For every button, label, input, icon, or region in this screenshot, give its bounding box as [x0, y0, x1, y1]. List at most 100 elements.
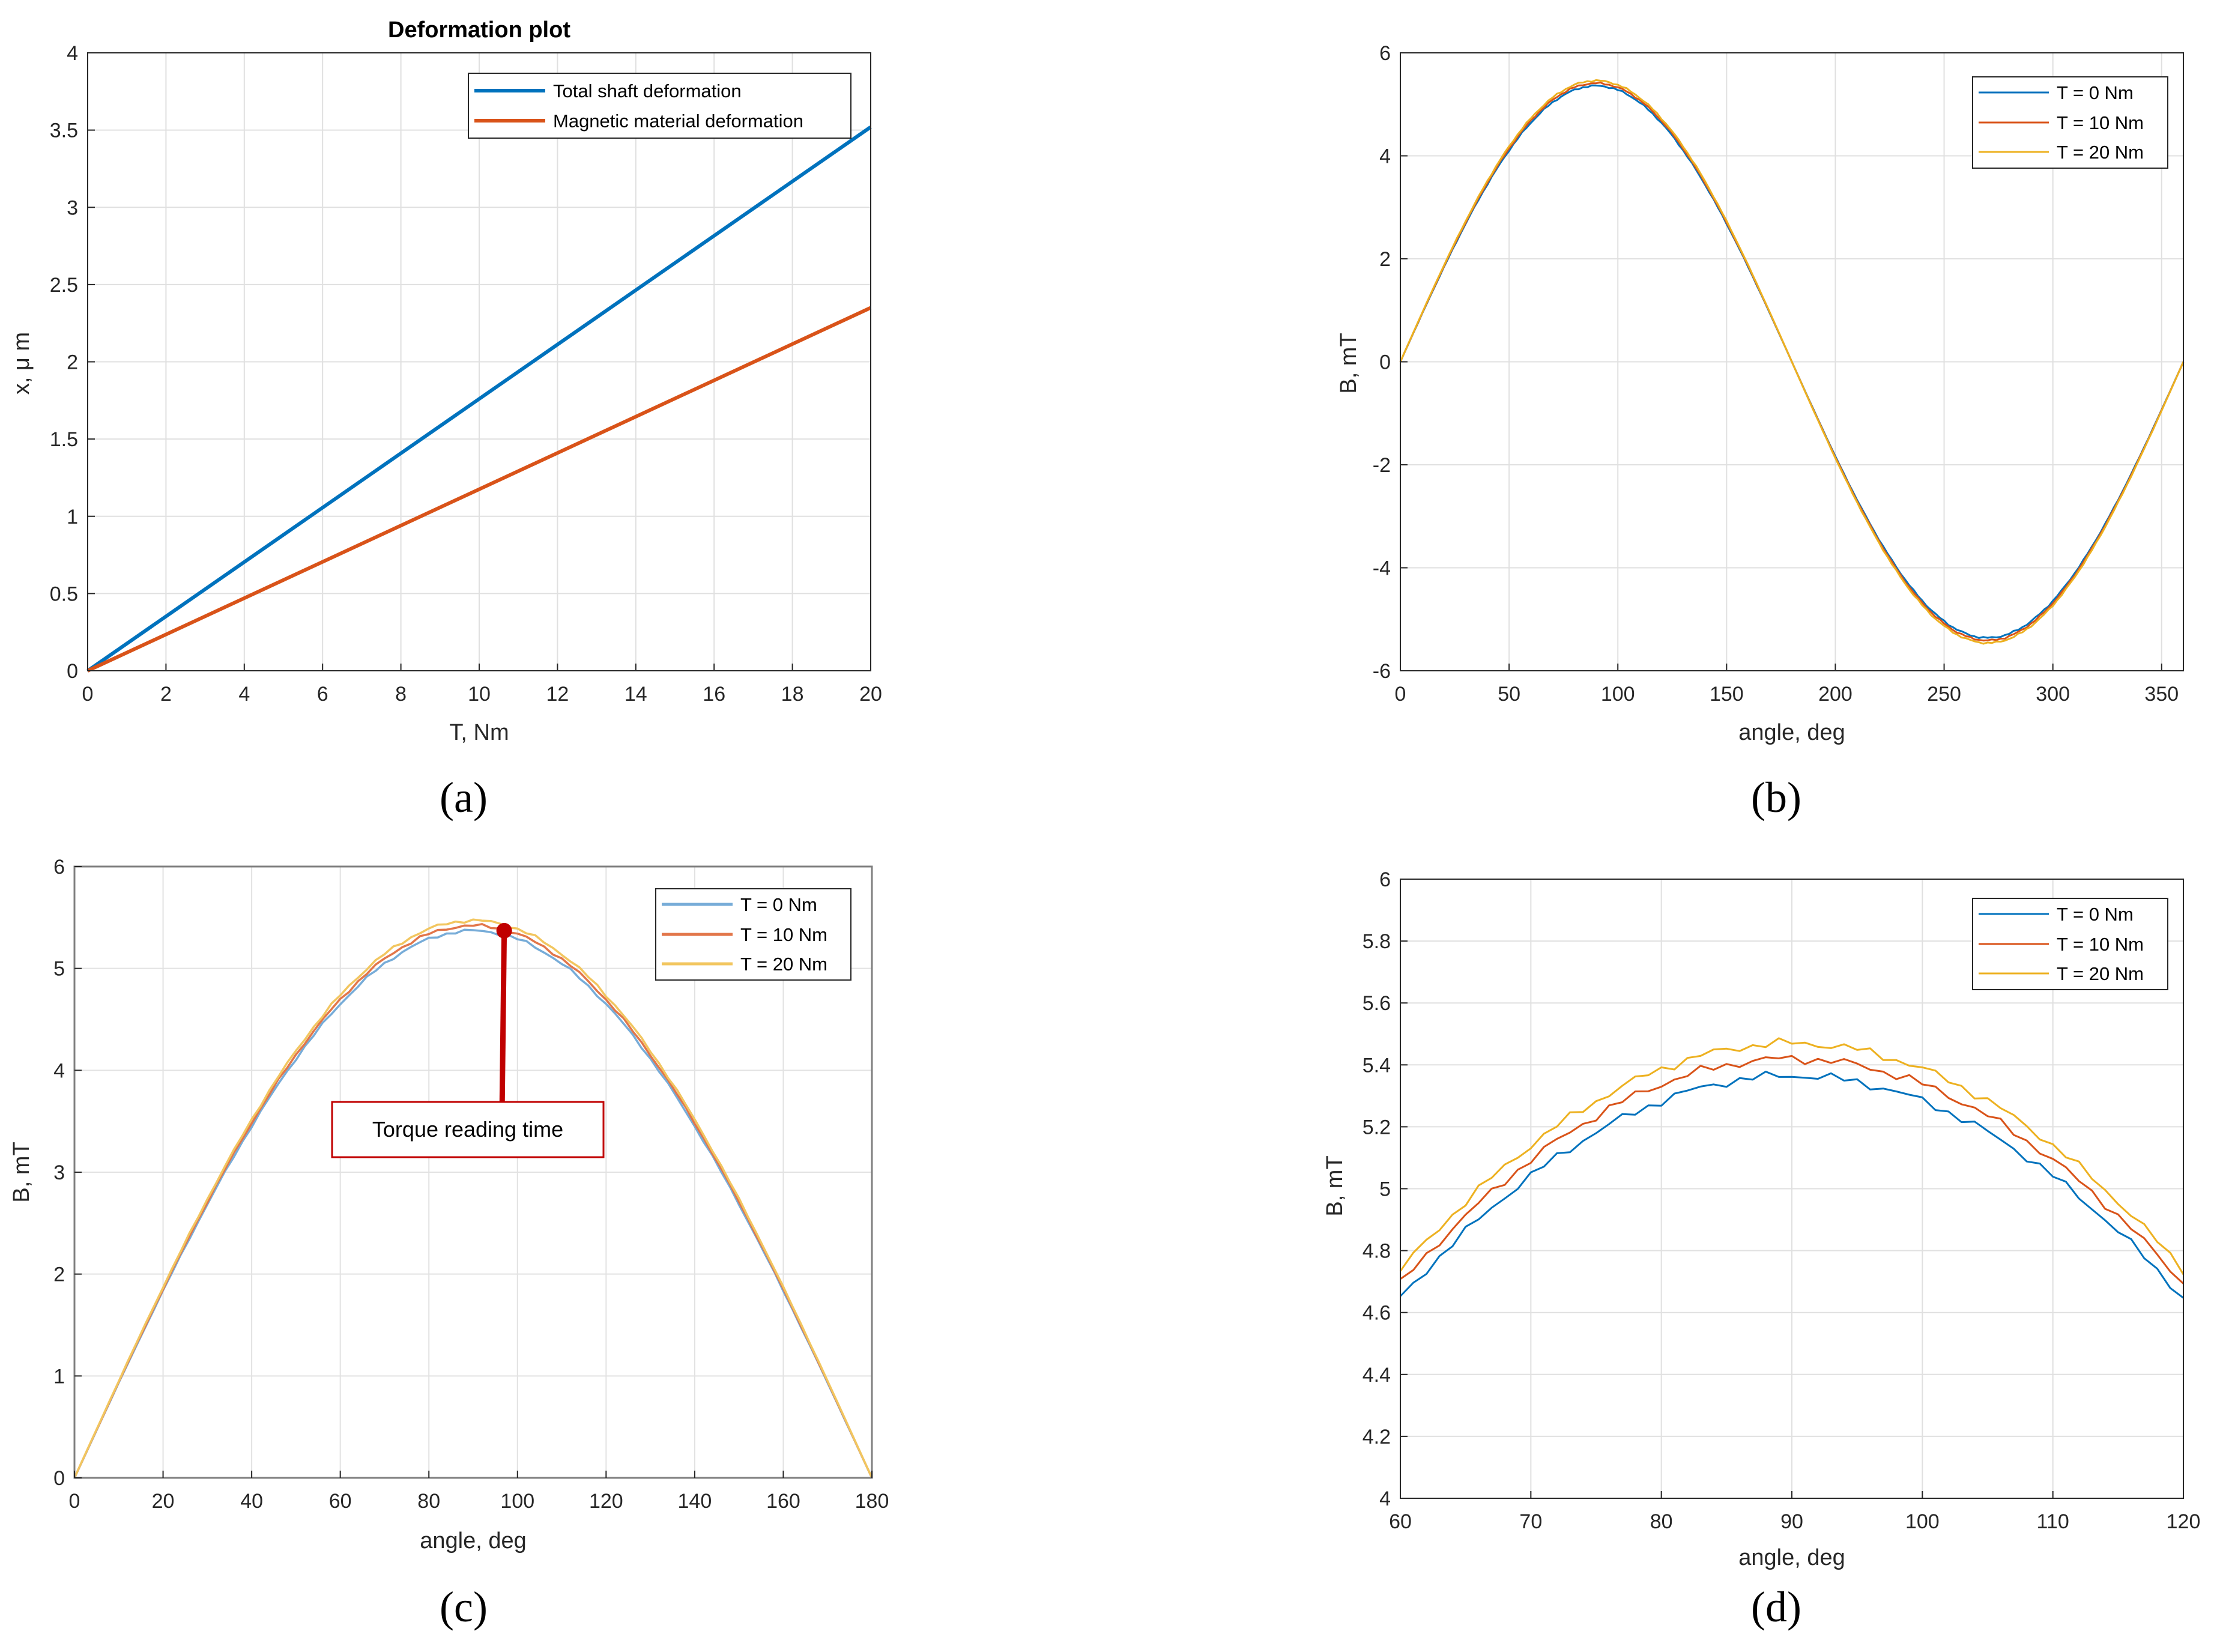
chart-c-ytick-label: 0 — [53, 1467, 65, 1490]
chart-d-ylabel: B, mT — [1322, 1155, 1347, 1216]
chart-a-xlabel: T, Nm — [449, 720, 509, 745]
panel-label-b: (b) — [1751, 773, 1801, 821]
chart-a-xtick-label: 6 — [317, 683, 328, 706]
chart-d-series-2 — [1400, 1054, 2185, 1284]
chart-c-xtick-label: 0 — [69, 1490, 80, 1513]
chart-a-series-2 — [86, 306, 872, 673]
chart-b-xtick-label: 250 — [1927, 683, 1961, 706]
chart-a-ytick-label: 4 — [67, 42, 78, 65]
chart-a-xtick-label: 16 — [703, 683, 725, 706]
chart-a-legend-label-2: Magnetic material deformation — [553, 110, 803, 132]
chart-b-xtick-label: 50 — [1498, 683, 1520, 706]
chart-d-series — [1399, 1037, 2185, 1299]
chart-b-ytick-label: -2 — [1373, 454, 1391, 477]
chart-b-xtick-label: 100 — [1601, 683, 1635, 706]
chart-c-ytick-label: 2 — [53, 1263, 65, 1286]
chart-c-annotation-box — [331, 1101, 605, 1158]
chart-a-ytick-label: 0 — [67, 660, 78, 683]
chart-d-xtick-label: 120 — [2167, 1510, 2201, 1533]
chart-a-ytick-label: 2 — [67, 351, 78, 374]
chart-a-legend-box — [468, 73, 851, 139]
chart-b-legend: T = 0 Nm T = 10 Nm T = 20 Nm — [1972, 76, 2168, 169]
chart-c-legend-label-2: T = 10 Nm — [740, 924, 827, 945]
chart-b-xtick-label: 200 — [1818, 683, 1853, 706]
chart-d-ytick-label: 5.2 — [1363, 1116, 1391, 1139]
chart-d-ytick-label: 4.8 — [1363, 1240, 1391, 1263]
chart-c-legend: T = 0 Nm T = 10 Nm T = 20 Nm — [655, 888, 851, 981]
chart-a-xtick-label: 12 — [546, 683, 569, 706]
chart-b-xlabel: angle, deg — [1738, 720, 1845, 745]
chart-a-xtick-label: 18 — [781, 683, 804, 706]
chart-d-ytick-label: 5.4 — [1363, 1054, 1391, 1077]
chart-b-xtick-label: 0 — [1395, 683, 1406, 706]
chart-a-ytick-label: 3.5 — [50, 120, 78, 142]
chart-b-xticks: 0 50 100 150 200 250 300 350 — [1395, 664, 2179, 706]
chart-a-title: Deformation plot — [388, 17, 570, 43]
chart-c-series-2 — [73, 923, 873, 1478]
chart-c-yticks: 0 1 2 3 4 5 6 — [53, 856, 82, 1490]
chart-a-yticks: 0 0.5 1 1.5 2 2.5 3 3.5 4 — [50, 42, 95, 683]
chart-b-ylabel: B, mT — [1336, 333, 1361, 393]
chart-a: 0 2 4 6 8 10 12 14 16 18 20 0 0.5 1 1.5 2 2.5 3 3.5 4 Defo… — [9, 17, 882, 821]
chart-c-annotation-pointer — [499, 930, 507, 1133]
chart-d-yticks: 4 4.2 4.4 4.6 4.8 5 5.2 5.4 5.6 5.8 6 — [1363, 868, 1408, 1510]
chart-b-legend-label-3: T = 20 Nm — [2057, 142, 2144, 163]
chart-d-xlabel: angle, deg — [1738, 1545, 1845, 1570]
chart-a-xtick-label: 14 — [625, 683, 647, 706]
chart-a-xtick-label: 0 — [82, 683, 94, 706]
chart-a-xtick-label: 2 — [160, 683, 172, 706]
chart-b-xtick-label: 300 — [2036, 683, 2070, 706]
chart-c-xtick-label: 60 — [329, 1490, 352, 1513]
chart-b-series — [1399, 79, 2185, 645]
chart-b-ytick-label: 2 — [1379, 248, 1391, 271]
chart-d-series-3 — [1399, 1037, 2185, 1275]
chart-a-series-1 — [86, 126, 872, 673]
chart-b-ytick-label: -4 — [1373, 557, 1391, 580]
chart-c-legend-label-1: T = 0 Nm — [740, 894, 817, 915]
chart-c-xtick-label: 40 — [240, 1490, 263, 1513]
chart-a-ytick-label: 1 — [67, 506, 78, 528]
chart-b-ytick-label: 0 — [1379, 351, 1391, 374]
chart-d-xtick-label: 100 — [1905, 1510, 1940, 1533]
chart-c-xtick-label: 20 — [152, 1490, 175, 1513]
chart-b-legend-label-1: T = 0 Nm — [2057, 82, 2134, 103]
chart-d-legend: T = 0 Nm T = 10 Nm T = 20 Nm — [1972, 898, 2168, 990]
chart-d-ytick-label: 4.2 — [1363, 1426, 1391, 1448]
chart-c-xtick-label: 120 — [589, 1490, 623, 1513]
panel-label-c: (c) — [440, 1583, 488, 1631]
chart-d-ytick-label: 4.4 — [1363, 1364, 1391, 1387]
chart-c-ytick-label: 3 — [53, 1161, 65, 1184]
chart-d-xticks: 60 70 80 90 100 110 120 — [1389, 1491, 2200, 1533]
chart-d-xtick-label: 60 — [1389, 1510, 1412, 1533]
chart-a-xtick-label: 20 — [859, 683, 882, 706]
chart-c-xtick-label: 80 — [417, 1490, 440, 1513]
chart-a-xtick-label: 8 — [395, 683, 407, 706]
chart-b-xtick-label: 150 — [1710, 683, 1744, 706]
chart-b-ytick-label: -6 — [1373, 660, 1391, 683]
chart-b-ytick-label: 6 — [1379, 42, 1391, 65]
chart-d-legend-label-2: T = 10 Nm — [2057, 934, 2144, 955]
chart-d-ytick-label: 5 — [1379, 1178, 1391, 1201]
chart-c-ylabel: B, mT — [9, 1142, 34, 1202]
chart-c-legend-label-3: T = 20 Nm — [740, 954, 827, 975]
panel-label-a: (a) — [440, 773, 488, 821]
chart-b-series-3 — [1399, 79, 2185, 645]
chart-c-xtick-label: 140 — [678, 1490, 712, 1513]
chart-b-legend-label-2: T = 10 Nm — [2057, 112, 2144, 133]
chart-d-xtick-label: 110 — [2037, 1510, 2069, 1533]
chart-d-legend-label-3: T = 20 Nm — [2057, 963, 2144, 984]
chart-c-ytick-label: 4 — [53, 1059, 65, 1082]
chart-a-ylabel: x, μ m — [9, 332, 34, 395]
chart-d: 60 70 80 90 100 110 120 4 4.2 4.4 4.6 4.8 5 5.2 5.4 5.… — [1322, 868, 2200, 1631]
chart-a-ytick-label: 1.5 — [50, 428, 78, 451]
chart-a-ytick-label: 0.5 — [50, 582, 78, 605]
chart-c-series-3 — [73, 918, 873, 1478]
chart-d-ytick-label: 5.8 — [1363, 930, 1391, 953]
chart-a-xtick-label: 10 — [468, 683, 491, 706]
panel-label-d: (d) — [1751, 1583, 1801, 1631]
chart-d-ytick-label: 4 — [1379, 1487, 1391, 1510]
chart-b-xtick-label: 350 — [2144, 683, 2179, 706]
chart-a-xtick-label: 4 — [238, 683, 250, 706]
chart-c-ytick-label: 1 — [53, 1365, 65, 1388]
